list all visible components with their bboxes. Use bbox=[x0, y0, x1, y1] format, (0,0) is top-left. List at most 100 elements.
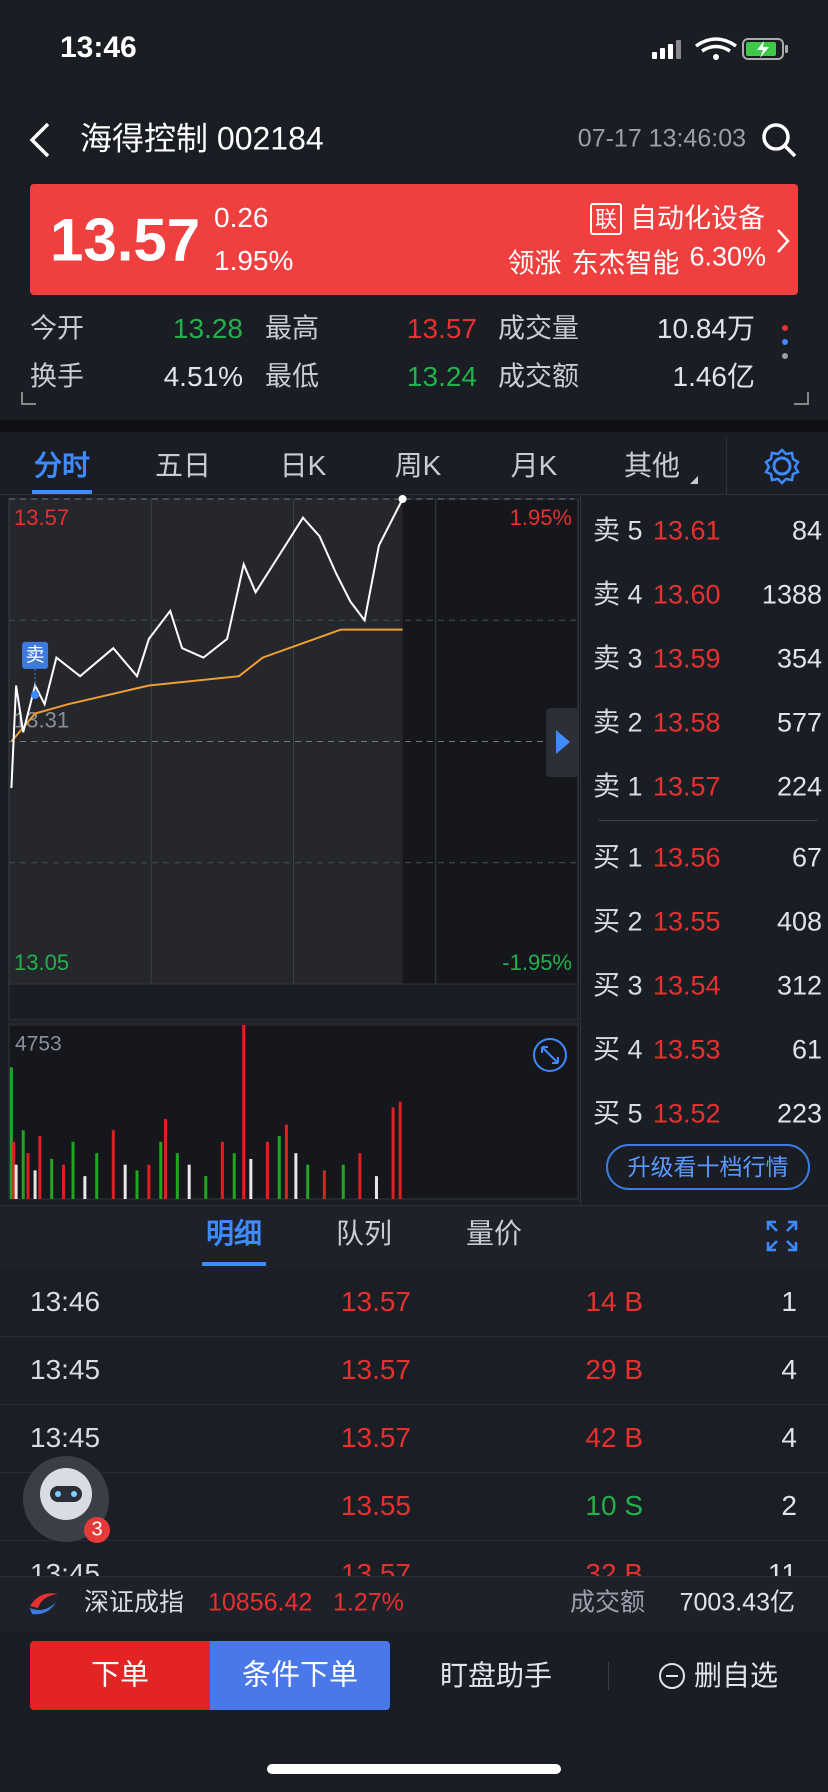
volume-bar bbox=[391, 1107, 395, 1199]
book-label: 买 4 bbox=[593, 1034, 643, 1065]
action-divider bbox=[608, 1662, 609, 1690]
book-price: 13.52 bbox=[653, 1098, 721, 1129]
settings-button[interactable] bbox=[762, 446, 802, 486]
index-logo bbox=[30, 1593, 58, 1615]
chart-tab[interactable]: 分时 bbox=[33, 449, 91, 481]
trade-volume: 29 B bbox=[585, 1353, 643, 1385]
expand-button[interactable] bbox=[764, 1218, 800, 1254]
volume-bar bbox=[83, 1176, 87, 1199]
trade-price: 13.57 bbox=[340, 1421, 411, 1453]
detail-tab[interactable]: 明细 bbox=[205, 1217, 263, 1249]
upgrade-label[interactable]: 升级看十档行情 bbox=[627, 1153, 789, 1180]
more-tab-arrow bbox=[690, 476, 698, 484]
turnover-value: 7003.43亿 bbox=[679, 1588, 795, 1617]
volume-bar bbox=[33, 1170, 37, 1199]
volume-bar bbox=[62, 1164, 66, 1199]
trade-count: 4 bbox=[781, 1421, 797, 1453]
last-price: 13.57 bbox=[50, 206, 201, 274]
detail-tab[interactable]: 队列 bbox=[335, 1217, 393, 1249]
conditional-order-button[interactable]: 条件下单 bbox=[241, 1659, 359, 1692]
trade-count: 1 bbox=[781, 1285, 797, 1317]
volume-expand-arrows bbox=[541, 1046, 559, 1064]
stat-label: 换手 bbox=[30, 361, 84, 392]
annotation-box bbox=[22, 641, 49, 669]
book-label: 卖 2 bbox=[593, 707, 643, 738]
price-change-pct: 1.95% bbox=[214, 244, 294, 276]
volume-bar bbox=[111, 1130, 115, 1199]
book-label: 卖 1 bbox=[593, 771, 643, 802]
y2-tick-label: 1.95% bbox=[510, 505, 572, 530]
book-volume: 408 bbox=[776, 906, 822, 937]
quote-banner[interactable] bbox=[30, 184, 798, 295]
volume-bar bbox=[341, 1164, 345, 1199]
volume-bar bbox=[277, 1136, 281, 1199]
search-button[interactable] bbox=[758, 120, 802, 160]
trade-volume: 32 B bbox=[585, 1557, 643, 1576]
y2-tick-label: -1.95% bbox=[502, 950, 572, 975]
order-button[interactable]: 下单 bbox=[90, 1659, 150, 1692]
volume-bar bbox=[187, 1164, 191, 1199]
detail-tab-underline bbox=[202, 1262, 266, 1266]
book-volume: 577 bbox=[776, 707, 822, 738]
chart-tab[interactable]: 其他 bbox=[623, 449, 681, 481]
book-label: 卖 4 bbox=[593, 579, 643, 610]
book-label: 买 3 bbox=[593, 970, 643, 1001]
chart-tab[interactable]: 周K bbox=[394, 449, 442, 481]
volume-bar bbox=[265, 1141, 269, 1199]
book-price: 13.58 bbox=[653, 707, 721, 738]
detail-tab[interactable]: 量价 bbox=[465, 1217, 523, 1249]
trade-price: 13.55 bbox=[340, 1489, 411, 1521]
volume-bar bbox=[159, 1141, 163, 1199]
book-price: 13.54 bbox=[653, 970, 721, 1001]
volume-bar bbox=[12, 1141, 16, 1199]
book-label: 买 5 bbox=[593, 1098, 643, 1129]
upgrade-button[interactable] bbox=[606, 1144, 810, 1190]
trade-count: 2 bbox=[781, 1489, 797, 1521]
chart-tab[interactable]: 日K bbox=[279, 449, 327, 481]
turnover-label: 成交额 bbox=[569, 1588, 645, 1617]
volume-bar bbox=[95, 1153, 99, 1199]
row-separator bbox=[0, 1472, 828, 1473]
trade-volume: 10 S bbox=[585, 1489, 643, 1521]
book-volume: 61 bbox=[791, 1034, 822, 1065]
volume-bar bbox=[242, 1025, 246, 1199]
status-icons bbox=[652, 37, 788, 60]
elapsed-shade bbox=[9, 499, 403, 984]
trade-price: 13.57 bbox=[340, 1353, 411, 1385]
volume-bar bbox=[204, 1176, 208, 1199]
last-point bbox=[398, 495, 407, 503]
more-dots[interactable] bbox=[778, 322, 792, 368]
conditional-order-bg bbox=[210, 1641, 390, 1710]
book-price: 13.53 bbox=[653, 1034, 721, 1065]
remove-watchlist-button[interactable]: 删自选 bbox=[694, 1659, 779, 1691]
trade-volume: 42 B bbox=[585, 1421, 643, 1453]
book-price: 13.57 bbox=[653, 771, 721, 802]
trade-time: 13:46 bbox=[30, 1285, 101, 1317]
index-change: 1.27% bbox=[333, 1588, 404, 1617]
assistant-avatar[interactable] bbox=[20, 1454, 116, 1548]
book-volume: 67 bbox=[791, 842, 822, 873]
volume-bar bbox=[135, 1170, 139, 1199]
volume-bar bbox=[232, 1153, 236, 1199]
volume-bar bbox=[175, 1153, 179, 1199]
volume-bar bbox=[249, 1158, 253, 1199]
chart-tab[interactable]: 月K bbox=[510, 449, 558, 481]
annotation-label: 卖 bbox=[26, 644, 45, 666]
section-divider bbox=[0, 420, 828, 432]
book-volume: 223 bbox=[776, 1098, 822, 1129]
book-divider bbox=[580, 495, 581, 1205]
tab-divider bbox=[726, 438, 727, 494]
book-label: 买 2 bbox=[593, 906, 643, 937]
row-separator bbox=[0, 1540, 828, 1541]
back-button[interactable] bbox=[24, 120, 58, 160]
index-bar bbox=[0, 1576, 828, 1631]
tab-bar-border bbox=[0, 494, 828, 495]
watch-assistant-button[interactable]: 盯盘助手 bbox=[439, 1659, 553, 1691]
volume-bar bbox=[26, 1153, 30, 1199]
order-button-bg bbox=[30, 1641, 210, 1710]
annotation-point bbox=[31, 690, 40, 699]
volume-bar bbox=[306, 1164, 310, 1199]
index-value: 10856.42 bbox=[208, 1588, 313, 1617]
chart-tab[interactable]: 五日 bbox=[154, 449, 212, 481]
